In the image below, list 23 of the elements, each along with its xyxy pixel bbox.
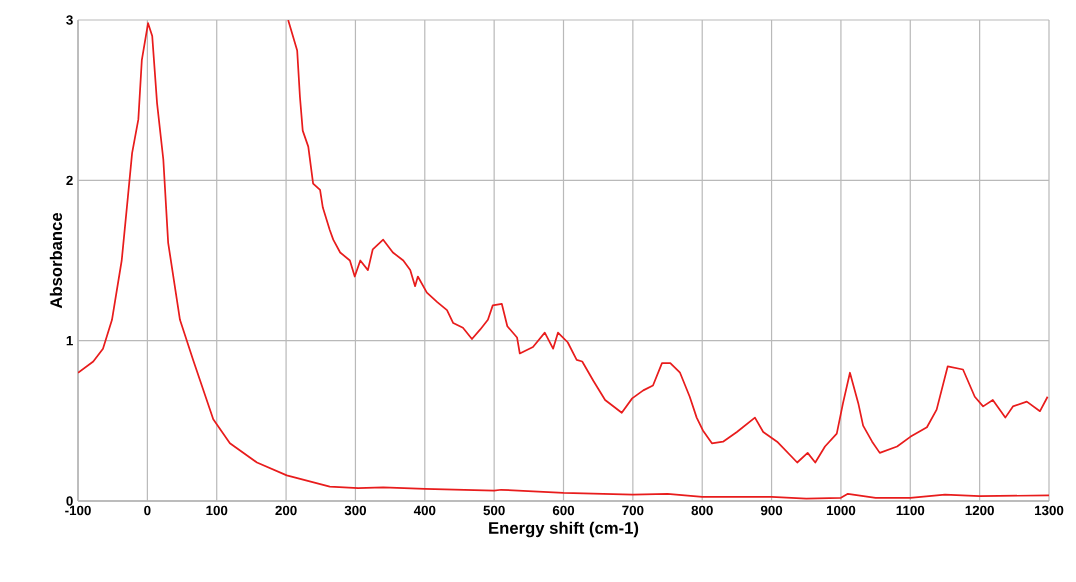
y-tick-label: 1 — [66, 336, 73, 346]
line-series — [287, 20, 1049, 464]
y-tick-label: 2 — [66, 175, 73, 185]
x-tick-label: 900 — [760, 505, 783, 516]
x-tick-label: -100 — [65, 505, 91, 516]
x-tick-label: 700 — [622, 505, 644, 516]
x-tick-label: 800 — [691, 505, 713, 516]
x-tick-label: 400 — [413, 505, 436, 516]
x-tick-label: 1300 — [1035, 505, 1064, 516]
y-axis-title: Absorbance — [49, 212, 63, 309]
x-tick-label: 0 — [144, 505, 151, 516]
x-axis-title: Energy shift (cm-1) — [489, 521, 639, 538]
x-tick-label: 200 — [275, 505, 297, 516]
line-series — [78, 22, 1049, 500]
x-tick-label: 600 — [552, 505, 575, 516]
x-tick-label: 100 — [206, 505, 228, 516]
x-tick-label: 1100 — [896, 505, 925, 516]
x-tick-label: 1000 — [826, 505, 856, 516]
y-tick-label: 0 — [66, 496, 73, 506]
x-tick-label: 1200 — [965, 505, 994, 516]
y-tick-label: 3 — [66, 15, 73, 25]
x-tick-label: 300 — [344, 505, 367, 516]
x-tick-label: 500 — [483, 505, 505, 516]
